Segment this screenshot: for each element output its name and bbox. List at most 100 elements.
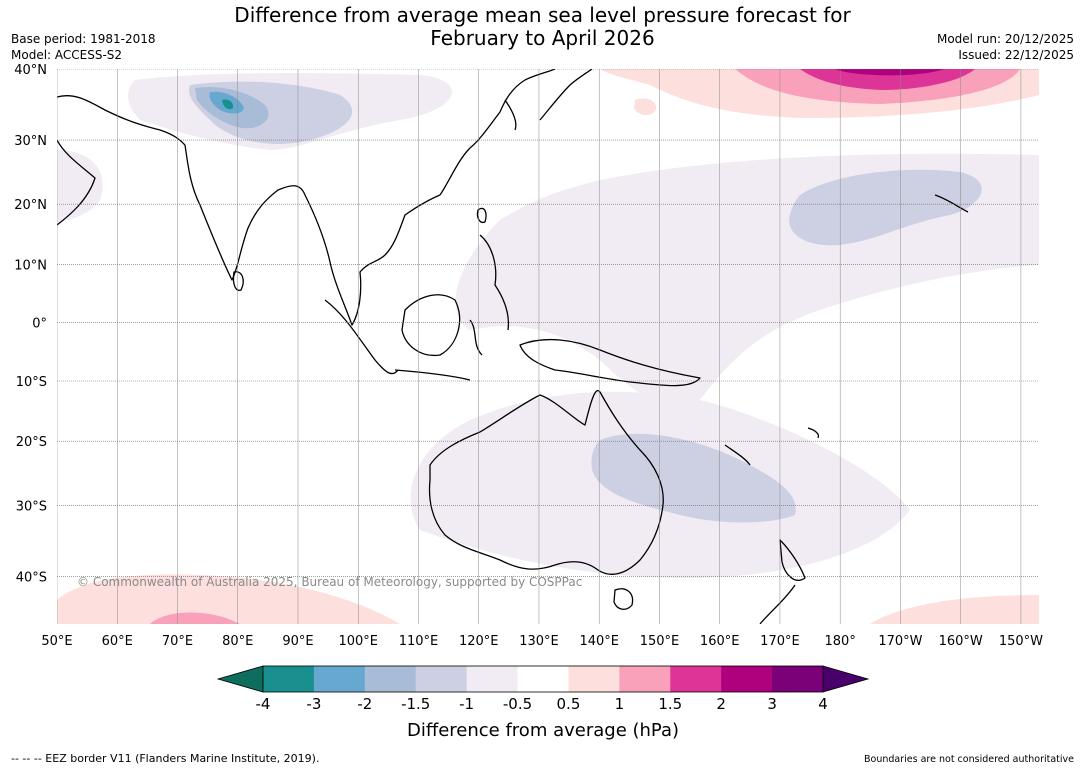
coast-sumatra <box>324 299 399 375</box>
colorbar-tick-label: -2 <box>357 695 372 713</box>
lon-label: 100°E <box>338 634 378 649</box>
base-period: Base period: 1981-2018 <box>11 32 156 46</box>
anomaly-medium-positive-southwest <box>150 612 240 624</box>
coast-new-zealand-south <box>759 584 796 624</box>
lon-label: 150°W <box>999 634 1043 649</box>
longitude-labels: 50°E 60°E 70°E 80°E 90°E 100°E 110°E 120°E 130°E… <box>41 634 1043 649</box>
lat-label: 20°N <box>14 198 47 213</box>
colorbar-tick-label: -0.5 <box>503 695 532 713</box>
colorbar-segment <box>619 666 671 692</box>
coast-hawaii <box>934 194 969 213</box>
lon-label: 90°E <box>282 634 313 649</box>
lon-label: 170°E <box>760 634 800 649</box>
map-panel: © Commonwealth of Australia 2025, Bureau… <box>57 69 1039 624</box>
lat-label: 20°S <box>16 435 47 450</box>
lon-label: 170°W <box>878 634 922 649</box>
colorbar-border <box>262 665 824 693</box>
colorbar-tick-label: -3 <box>306 695 321 713</box>
colorbar-segment <box>263 666 315 692</box>
coast-tasmania <box>613 588 634 610</box>
anomaly-light-positive-southeast <box>870 595 1039 624</box>
lon-label: 130°E <box>519 634 559 649</box>
colorbar-segment <box>568 666 620 692</box>
coast-arabia-iran <box>57 95 186 146</box>
coast-fiji <box>807 427 820 439</box>
lat-label: 10°N <box>14 258 47 273</box>
colorbar-label: Difference from average (hPa) <box>407 720 679 741</box>
anomaly-strong-positive-north-pacific <box>800 69 975 90</box>
colorbar-segment <box>364 666 417 692</box>
coast-africa-horn <box>57 139 96 226</box>
colorbar-segment <box>313 666 366 692</box>
anomaly-light-positive-southwest <box>57 574 400 624</box>
model-run: Model run: 20/12/2025 <box>936 32 1074 46</box>
colorbar-segment <box>670 666 722 692</box>
colorbar: -4 -3 -2 -1.5 -1 -0.5 0.5 1 1.5 2 3 4 <box>216 665 870 713</box>
lat-label: 30°N <box>14 134 47 149</box>
lat-label: 40°S <box>16 570 47 585</box>
coast-philippines <box>479 234 510 331</box>
lon-label: 110°E <box>399 634 439 649</box>
lon-label: 80°E <box>222 634 253 649</box>
anomaly-light-positive-north-pacific-blob <box>634 98 657 116</box>
coast-new-caledonia <box>724 444 751 466</box>
lon-label: 60°E <box>102 634 133 649</box>
coast-new-guinea <box>519 338 701 387</box>
anomaly-very-strong-negative-tibet <box>222 99 234 110</box>
colorbar-low-extension <box>216 665 264 693</box>
lon-label: 50°E <box>41 634 72 649</box>
coast-java <box>394 369 471 381</box>
coast-japan <box>539 69 593 121</box>
lat-label: 0° <box>32 317 47 332</box>
lon-label: 120°E <box>459 634 499 649</box>
colorbar-tick-label: -1 <box>459 695 474 713</box>
boundaries-disclaimer: Boundaries are not considered authoritat… <box>864 754 1074 765</box>
title-line-1: Difference from average mean sea level p… <box>234 3 851 27</box>
lon-label: 160°W <box>939 634 983 649</box>
colorbar-segment <box>721 666 773 692</box>
copyright-notice: © Commonwealth of Australia 2025, Bureau… <box>77 575 582 589</box>
anomaly-very-strong-positive-north-pacific <box>835 69 945 76</box>
lat-label: 30°S <box>16 499 47 514</box>
meta-right: Model run: 20/12/2025 Issued: 22/12/2025 <box>937 31 1074 63</box>
coast-sri-lanka <box>232 271 244 291</box>
chart-title: Difference from average mean sea level p… <box>0 4 1085 50</box>
colorbar-high-extension <box>822 665 870 693</box>
coast-china-east <box>439 69 556 196</box>
coast-australia <box>428 389 664 575</box>
coast-korea <box>504 99 517 131</box>
coast-new-zealand-north <box>779 539 806 581</box>
coastlines <box>57 69 969 624</box>
colorbar-tick-label: -4 <box>256 695 271 713</box>
gridlines <box>57 69 1039 624</box>
anomaly-light-negative-australia <box>591 433 796 523</box>
lat-label: 40°N <box>14 63 47 78</box>
eez-border-note: -- -- -- EEZ border V11 (Flanders Marine… <box>11 752 320 765</box>
colorbar-tick-label: 1 <box>615 695 625 713</box>
colorbar-tick-label: 1.5 <box>658 695 682 713</box>
colorbar-tick-label: 2 <box>716 695 726 713</box>
colorbar-tick-label: -1.5 <box>401 695 430 713</box>
colorbar-segment <box>466 666 519 692</box>
title-line-2: February to April 2026 <box>430 26 655 50</box>
colorbar-segment <box>517 666 569 692</box>
colorbar-tick-label: 4 <box>818 695 828 713</box>
meta-left: Base period: 1981-2018 Model: ACCESS-S2 <box>11 31 156 63</box>
coast-southeast-asia <box>304 194 441 326</box>
issued-date: Issued: 22/12/2025 <box>958 48 1074 62</box>
lon-label: 180° <box>825 634 856 649</box>
colorbar-tick-label: 0.5 <box>557 695 581 713</box>
colorbar-segment <box>415 666 468 692</box>
colorbar-tick-label: 3 <box>767 695 777 713</box>
model-name: Model: ACCESS-S2 <box>11 48 123 62</box>
lat-label: 10°S <box>16 375 47 390</box>
coast-taiwan <box>476 207 487 224</box>
coast-borneo <box>401 294 461 357</box>
latitude-labels: 40°N 30°N 20°N 10°N 0° 10°S 20°S 30°S 40°S <box>14 63 47 585</box>
lon-label: 70°E <box>162 634 193 649</box>
anomaly-light-negative-pacific <box>789 169 982 246</box>
lon-label: 160°E <box>700 634 740 649</box>
colorbar-segment <box>772 666 824 692</box>
lon-label: 150°E <box>640 634 680 649</box>
